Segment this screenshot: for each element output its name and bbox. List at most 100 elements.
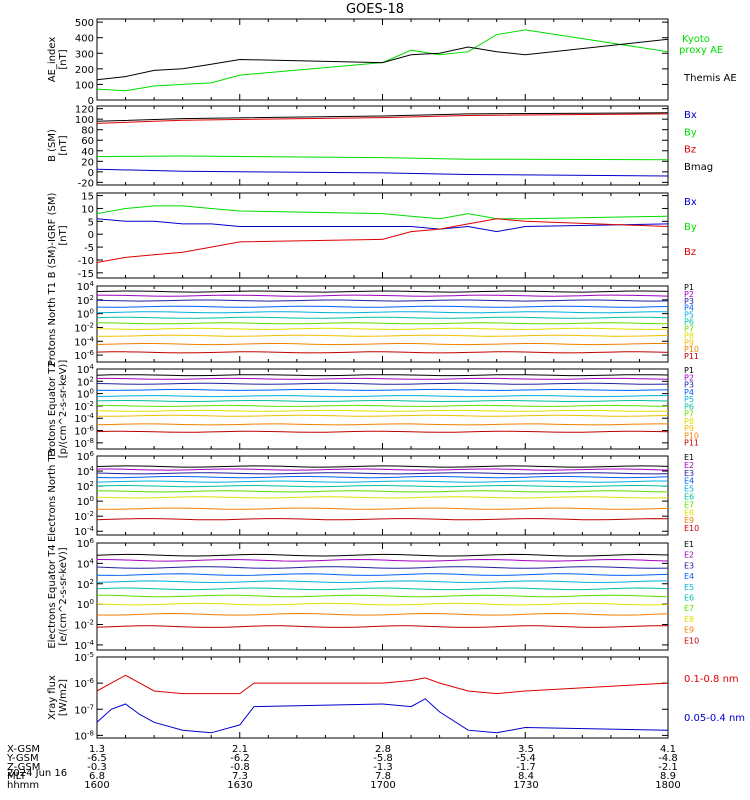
y-tick-label: 106 bbox=[77, 537, 95, 550]
legend-label: P10 bbox=[684, 345, 699, 354]
legend-label: E5 bbox=[684, 485, 694, 494]
series-line bbox=[96, 566, 669, 569]
legend-label: P8 bbox=[684, 417, 694, 426]
coord-value: 8.9 bbox=[660, 771, 676, 782]
legend-label: Bz bbox=[684, 145, 696, 156]
legend-label: P1 bbox=[684, 366, 694, 375]
legend-label: E8 bbox=[684, 508, 694, 517]
y-tick-label: 100 bbox=[75, 80, 94, 91]
y-tick-label: -5 bbox=[84, 243, 94, 254]
series-line bbox=[96, 388, 669, 391]
series-line bbox=[96, 430, 669, 433]
coord-value: -5.4 bbox=[516, 753, 536, 764]
legend-label: 0.05-0.4 nm bbox=[684, 713, 745, 724]
series-line bbox=[96, 573, 669, 576]
coord-value: 1800 bbox=[655, 780, 680, 791]
legend-label: E8 bbox=[684, 615, 694, 624]
y-tick-label: 10-2 bbox=[74, 400, 94, 413]
legend-label: P4 bbox=[684, 304, 694, 313]
y-tick-label: 80 bbox=[81, 126, 94, 137]
legend-label: P9 bbox=[684, 424, 694, 433]
legend-label: P1 bbox=[684, 283, 694, 292]
series-line bbox=[96, 316, 669, 319]
coord-value: -1.7 bbox=[516, 762, 536, 773]
y-tick-label: 102 bbox=[77, 480, 94, 493]
series-line bbox=[96, 399, 669, 403]
legend-label: P4 bbox=[684, 388, 694, 397]
y-tick-label: 100 bbox=[75, 115, 94, 126]
coord-value: 1600 bbox=[84, 780, 109, 791]
y-tick-label: 10-4 bbox=[74, 335, 94, 348]
series-line bbox=[96, 299, 669, 302]
coord-value: 1730 bbox=[513, 780, 538, 791]
date-label: 2024 Jun 16 bbox=[7, 768, 67, 779]
series-line bbox=[96, 490, 669, 493]
series-line bbox=[96, 507, 669, 510]
coord-row-label: MLT bbox=[7, 771, 27, 782]
legend-label: Kyoto bbox=[682, 34, 710, 45]
series-line bbox=[96, 423, 668, 426]
legend-label: P3 bbox=[684, 297, 694, 306]
legend-label: E7 bbox=[684, 500, 694, 509]
y-tick-label: 10-5 bbox=[74, 651, 94, 664]
coord-value: 1700 bbox=[370, 780, 395, 791]
y-tick-label: 10-7 bbox=[74, 703, 94, 716]
y-axis-label: Protons North T1 bbox=[47, 282, 58, 366]
y-tick-label: 120 bbox=[75, 105, 94, 116]
series-line bbox=[96, 594, 669, 598]
series-line bbox=[96, 496, 669, 499]
legend-label: E9 bbox=[684, 626, 694, 635]
y-tick-label: -15 bbox=[78, 269, 94, 280]
legend-label: E2 bbox=[684, 461, 694, 470]
y-axis-label: Electrons Equator T4[e/(cm^2-s-sr-keV)] bbox=[47, 544, 69, 648]
y-tick-label: 104 bbox=[77, 280, 95, 293]
panel-frame bbox=[96, 656, 669, 739]
coord-value: 1.3 bbox=[89, 744, 105, 755]
series-line bbox=[96, 29, 669, 92]
series-line bbox=[96, 414, 669, 417]
legend-label: E6 bbox=[684, 493, 694, 502]
legend-label: P6 bbox=[684, 402, 694, 411]
y-tick-label: 10-2 bbox=[74, 619, 94, 632]
legend-label: Bz bbox=[684, 247, 696, 258]
coord-value: -0.3 bbox=[87, 762, 107, 773]
legend-label: P5 bbox=[684, 395, 694, 404]
y-axis-label: B (SM)-IGRF (SM)[nT] bbox=[47, 193, 69, 279]
series-line bbox=[96, 311, 669, 314]
y-tick-label: 100 bbox=[77, 308, 94, 321]
legend-label: E3 bbox=[684, 469, 694, 478]
legend-label: E5 bbox=[684, 583, 694, 592]
legend-label: E1 bbox=[684, 540, 694, 549]
legend-label: E2 bbox=[684, 551, 694, 560]
legend-label: E6 bbox=[684, 594, 694, 603]
series-line bbox=[96, 674, 669, 695]
coord-value: 4.1 bbox=[660, 744, 676, 755]
legend-label: E4 bbox=[684, 572, 694, 581]
y-axis-label: Xray flux[W/m2] bbox=[47, 675, 69, 720]
y-tick-label: 106 bbox=[77, 450, 95, 463]
y-tick-label: 10-6 bbox=[74, 677, 94, 690]
legend-label: P3 bbox=[684, 381, 694, 390]
y-tick-label: 0 bbox=[88, 230, 94, 241]
y-tick-label: 10-2 bbox=[74, 321, 94, 334]
legend-label: P9 bbox=[684, 338, 694, 347]
y-tick-label: 10-4 bbox=[74, 412, 94, 425]
y-tick-label: 10-8 bbox=[74, 437, 94, 450]
coord-value: -4.8 bbox=[658, 753, 678, 764]
y-tick-label: -20 bbox=[78, 178, 94, 189]
y-tick-label: 10 bbox=[81, 204, 94, 215]
legend-label: Themis AE bbox=[683, 73, 737, 84]
legend-label: By bbox=[684, 127, 697, 138]
coord-value: 7.3 bbox=[232, 771, 248, 782]
y-tick-label: 200 bbox=[75, 65, 94, 76]
coord-row-label: Y-GSM bbox=[6, 753, 39, 764]
series-line bbox=[96, 38, 669, 81]
series-line bbox=[96, 558, 669, 562]
legend-label: E10 bbox=[684, 524, 699, 533]
y-tick-label: 100 bbox=[77, 388, 94, 401]
y-tick-label: 10-2 bbox=[74, 510, 94, 523]
series-line bbox=[96, 587, 669, 591]
y-tick-label: 0 bbox=[88, 168, 94, 179]
